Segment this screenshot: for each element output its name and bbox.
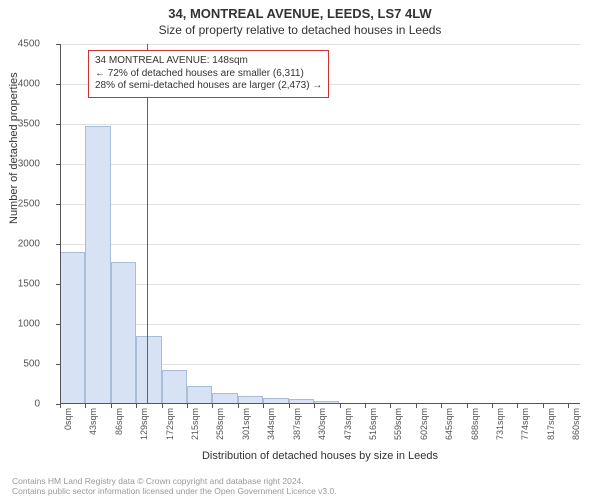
chart-subtitle: Size of property relative to detached ho… xyxy=(0,21,600,37)
y-tick-label: 4000 xyxy=(0,79,40,90)
x-tick-mark xyxy=(263,404,264,408)
x-tick-mark xyxy=(238,404,239,408)
y-tick-label: 0 xyxy=(0,399,40,410)
x-axis-label: Distribution of detached houses by size … xyxy=(60,450,580,462)
x-tick-mark xyxy=(162,404,163,408)
marker-info-line: ← 72% of detached houses are smaller (6,… xyxy=(95,68,322,81)
x-tick-label: 645sqm xyxy=(444,404,454,440)
x-tick-mark xyxy=(111,404,112,408)
x-tick-label: 387sqm xyxy=(292,404,302,440)
y-tick-label: 2500 xyxy=(0,199,40,210)
y-tick-label: 1000 xyxy=(0,319,40,330)
x-tick-mark xyxy=(314,404,315,408)
footer-line-2: Contains public sector information licen… xyxy=(12,486,337,496)
x-tick-label: 172sqm xyxy=(165,404,175,440)
x-tick-label: 43sqm xyxy=(88,404,98,435)
x-tick-mark xyxy=(416,404,417,408)
x-tick-label: 430sqm xyxy=(317,404,327,440)
plot-border xyxy=(60,44,580,404)
x-tick-label: 129sqm xyxy=(139,404,149,440)
chart-title: 34, MONTREAL AVENUE, LEEDS, LS7 4LW xyxy=(0,0,600,21)
x-tick-mark xyxy=(60,404,61,408)
y-tick-label: 2000 xyxy=(0,239,40,250)
y-tick-label: 4500 xyxy=(0,39,40,50)
x-tick-label: 774sqm xyxy=(520,404,530,440)
x-tick-mark xyxy=(467,404,468,408)
y-tick-label: 3500 xyxy=(0,119,40,130)
x-tick-label: 258sqm xyxy=(215,404,225,440)
x-tick-mark xyxy=(365,404,366,408)
x-tick-mark xyxy=(517,404,518,408)
marker-info-box: 34 MONTREAL AVENUE: 148sqm← 72% of detac… xyxy=(88,50,329,98)
x-tick-mark xyxy=(212,404,213,408)
marker-info-line: 28% of semi-detached houses are larger (… xyxy=(95,80,322,93)
x-tick-mark xyxy=(492,404,493,408)
x-tick-label: 860sqm xyxy=(571,404,581,440)
x-tick-mark xyxy=(390,404,391,408)
x-tick-mark xyxy=(187,404,188,408)
y-tick-label: 500 xyxy=(0,359,40,370)
x-tick-mark xyxy=(85,404,86,408)
x-tick-label: 215sqm xyxy=(190,404,200,440)
x-tick-mark xyxy=(340,404,341,408)
footer-line-1: Contains HM Land Registry data © Crown c… xyxy=(12,476,337,486)
x-tick-label: 731sqm xyxy=(495,404,505,440)
x-tick-label: 301sqm xyxy=(241,404,251,440)
marker-info-line: 34 MONTREAL AVENUE: 148sqm xyxy=(95,55,322,68)
y-tick-label: 3000 xyxy=(0,159,40,170)
x-tick-label: 602sqm xyxy=(419,404,429,440)
chart-container: 34, MONTREAL AVENUE, LEEDS, LS7 4LW Size… xyxy=(0,0,600,500)
x-tick-label: 0sqm xyxy=(63,404,73,430)
marker-line xyxy=(147,44,148,404)
x-tick-mark xyxy=(136,404,137,408)
x-tick-label: 817sqm xyxy=(546,404,556,440)
x-tick-mark xyxy=(289,404,290,408)
x-tick-label: 344sqm xyxy=(266,404,276,440)
plot-area: 0sqm43sqm86sqm129sqm172sqm215sqm258sqm30… xyxy=(60,44,580,404)
y-tick-label: 1500 xyxy=(0,279,40,290)
x-tick-label: 86sqm xyxy=(114,404,124,435)
x-tick-mark xyxy=(441,404,442,408)
footer-attribution: Contains HM Land Registry data © Crown c… xyxy=(12,476,337,496)
x-tick-label: 559sqm xyxy=(393,404,403,440)
x-tick-label: 688sqm xyxy=(470,404,480,440)
x-tick-mark xyxy=(568,404,569,408)
x-tick-label: 473sqm xyxy=(343,404,353,440)
x-tick-mark xyxy=(543,404,544,408)
x-tick-label: 516sqm xyxy=(368,404,378,440)
